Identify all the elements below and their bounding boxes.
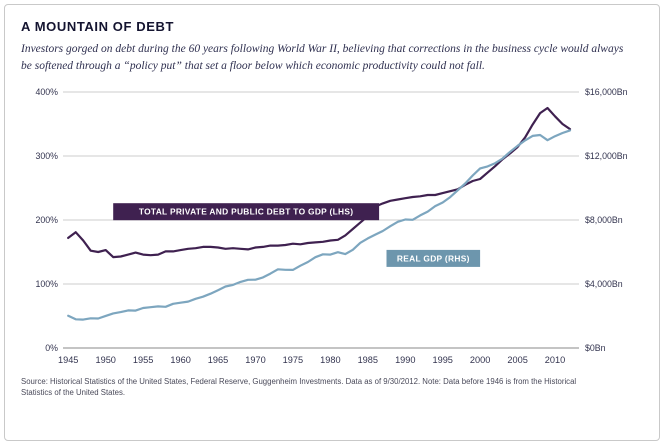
x-axis-tick-label: 2000 <box>470 355 490 365</box>
x-axis-tick-label: 1995 <box>432 355 452 365</box>
x-axis-tick-label: 1965 <box>208 355 228 365</box>
right-axis-tick-label: $0Bn <box>585 343 606 353</box>
left-axis-tick-label: 400% <box>36 87 59 97</box>
left-axis-tick-label: 200% <box>36 215 59 225</box>
debt-gdp-line-chart: 0% $0Bn 100% $4,000Bn 200% $8,000Bn 300% $12,00… <box>21 82 647 374</box>
chart-title: A MOUNTAIN OF DEBT <box>21 19 175 34</box>
chart-canvas: 0% $0Bn 100% $4,000Bn 200% $8,000Bn 300% $12,00… <box>36 87 628 365</box>
right-axis-tick-label: $8,000Bn <box>585 215 623 225</box>
chart-card: A MOUNTAIN OF DEBT Investors gorged on d… <box>4 4 660 441</box>
right-axis-tick-label: $12,000Bn <box>585 151 628 161</box>
chart-subtitle: Investors gorged on debt during the 60 y… <box>21 43 624 72</box>
real-gdp-line <box>67 129 572 322</box>
right-axis-tick-label: $16,000Bn <box>585 87 628 97</box>
x-axis-tick-label: 2010 <box>545 355 565 365</box>
x-axis-tick-label: 2005 <box>507 355 527 365</box>
x-axis-tick-label: 1980 <box>320 355 340 365</box>
left-axis-tick-label: 0% <box>45 343 58 353</box>
x-axis-tick-label: 1970 <box>245 355 265 365</box>
x-axis-tick-label: 1975 <box>283 355 303 365</box>
gdp-label-text: REAL GDP (RHS) <box>397 254 470 264</box>
x-axis-tick-label: 1955 <box>133 355 153 365</box>
debt-label-box <box>113 203 380 221</box>
debt-label-text: TOTAL PRIVATE AND PUBLIC DEBT TO GDP (LH… <box>139 207 354 217</box>
left-axis-tick-label: 300% <box>36 151 59 161</box>
gdp-label-box <box>386 250 481 268</box>
debt-to-gdp-line <box>67 107 572 259</box>
source-note: Source: Historical Statistics of the Uni… <box>21 377 577 398</box>
right-axis-tick-label: $4,000Bn <box>585 279 623 289</box>
x-axis-tick-label: 1950 <box>95 355 115 365</box>
x-axis-tick-label: 1985 <box>358 355 378 365</box>
x-axis-tick-label: 1960 <box>170 355 190 365</box>
left-axis-tick-label: 100% <box>36 279 59 289</box>
x-axis-tick-label: 1990 <box>395 355 415 365</box>
x-axis-tick-label: 1945 <box>58 355 78 365</box>
